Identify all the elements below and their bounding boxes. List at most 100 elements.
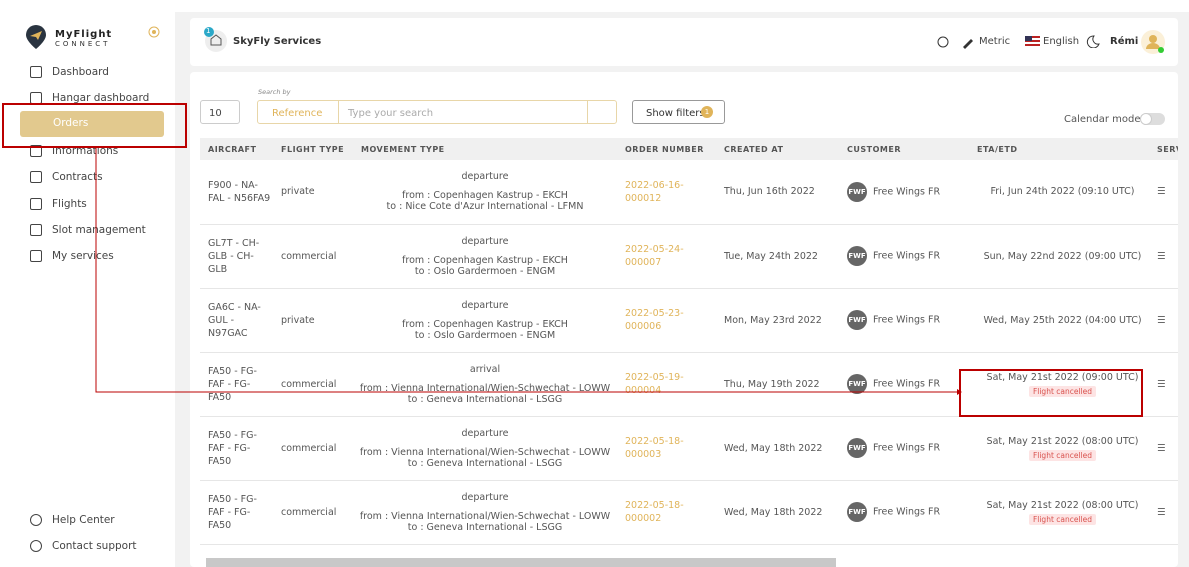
services-icon[interactable]: ☰ (1149, 288, 1178, 353)
notif-badge: 1 (206, 27, 211, 35)
nav-label: Help Center (52, 514, 115, 526)
column-header[interactable]: CUSTOMER (839, 138, 969, 160)
nav-label: Contracts (52, 171, 103, 184)
services-icon[interactable]: ☰ (1149, 480, 1178, 545)
nav-item[interactable]: Dashboard (30, 64, 165, 84)
services-icon[interactable]: ☰ (1149, 224, 1178, 289)
movement: departure from : Copenhagen Kastrup - EKC… (353, 224, 617, 289)
language[interactable]: English (1043, 36, 1080, 47)
customer: FWF Free Wings FR (839, 416, 969, 481)
eta: Sat, May 21st 2022 (08:00 UTC) Flight can… (969, 480, 1149, 545)
movement-to: to : Nice Cote d'Azur International - LF… (386, 201, 584, 213)
movement-to: to : Geneva International - LSGG (407, 521, 563, 533)
filters-label: Show filters (646, 108, 705, 119)
movement-type: departure (461, 171, 509, 183)
page-size-value: 10 (209, 108, 222, 119)
eta-date: Wed, May 25th 2022 (04:00 UTC) (983, 314, 1142, 326)
nav-item[interactable]: My services (30, 248, 165, 268)
movement: departure from : Copenhagen Kastrup - EKC… (353, 288, 617, 353)
movement-to: to : Geneva International - LSGG (407, 393, 563, 405)
column-header[interactable]: ORDER NUMBER (617, 138, 716, 160)
header-icons[interactable] (937, 35, 977, 49)
nav-item[interactable]: Flights (30, 196, 165, 216)
brand: MyFlight CONNECT (25, 24, 111, 53)
movement: arrival from : Vienna International/Wien-… (353, 352, 617, 417)
customer-logo: FWF (847, 181, 867, 202)
customer-logo: FWF (847, 502, 867, 522)
order-row[interactable]: FA50 - FG-FAF - FG-FA50 commercial departu… (200, 480, 1178, 545)
nav-label: Slot management (52, 223, 146, 236)
column-header[interactable]: AIRCRAFT (200, 138, 273, 160)
movement-to: to : Oslo Gardermoen - ENGM (414, 265, 556, 277)
customer-name: Free Wings FR (873, 314, 941, 326)
order-row[interactable]: FA50 - FG-FAF - FG-FA50 commercial arrival… (200, 352, 1178, 417)
services-icon[interactable]: ☰ (1149, 352, 1178, 417)
column-header[interactable]: MOVEMENT TYPE (353, 138, 617, 160)
nav-item[interactable]: Slot management (30, 222, 165, 242)
aircraft: FA50 - FG-FAF - FG-FA50 (200, 416, 273, 481)
customer-logo: FWF (847, 438, 867, 458)
orders-table: AIRCRAFT FLIGHT TYPE MOVEMENT TYPE ORDER NU… (200, 138, 1178, 545)
customer-name: Free Wings FR (873, 506, 941, 518)
created-at: Tue, May 24th 2022 (716, 224, 839, 289)
page-size[interactable]: 10 (200, 100, 240, 124)
column-header[interactable]: FLIGHT TYPE (273, 138, 353, 160)
toggle[interactable] (148, 26, 160, 38)
main: 1 SkyFly Services Metric English Rémi 10… (175, 12, 1189, 567)
movement: departure from : Vienna International/Wie… (353, 480, 617, 545)
movement-type: departure (461, 427, 509, 439)
home-icon[interactable] (202, 26, 228, 52)
nav-label: My services (52, 250, 114, 263)
eta: Sat, May 21st 2022 (09:00 UTC) Flight can… (969, 352, 1149, 417)
units[interactable]: Metric (979, 36, 1011, 47)
movement-type: departure (461, 235, 509, 247)
order-number: 2022-05-18-000003 (617, 416, 716, 481)
order-row[interactable]: GA6C - NA-GUL - N97GAC private departure fr… (200, 288, 1178, 353)
nav-icon (30, 514, 42, 526)
customer: FWF Free Wings FR (839, 480, 969, 545)
filters-button[interactable]: Show filters 1 (632, 100, 725, 124)
nav-item[interactable]: Help Center (30, 512, 165, 532)
services-icon[interactable]: ☰ (1149, 416, 1178, 481)
nav-item[interactable]: Contact support (30, 538, 165, 558)
eta-date: Sun, May 22nd 2022 (09:00 UTC) (983, 250, 1142, 262)
order-number: 2022-05-24-000007 (617, 224, 716, 289)
theme-icon[interactable] (1086, 34, 1100, 48)
customer-logo: FWF (847, 374, 867, 394)
customer: FWF Free Wings FR (839, 160, 969, 225)
customer-name: Free Wings FR (873, 250, 941, 262)
sidebar: MyFlight CONNECT Dashboard Hangar dashboa… (0, 0, 175, 567)
search-field[interactable]: Reference (272, 108, 323, 119)
calendar-toggle[interactable] (1140, 113, 1165, 125)
column-header[interactable]: SERVI (1149, 138, 1178, 160)
order-number: 2022-05-18-000002 (617, 480, 716, 545)
column-header[interactable]: ETA/ETD (969, 138, 1149, 160)
order-row[interactable]: FA50 - FG-FAF - FG-FA50 commercial departu… (200, 416, 1178, 481)
avatar[interactable] (1140, 29, 1166, 55)
nav-icon (30, 223, 42, 236)
movement-type: departure (461, 491, 509, 503)
nav-item[interactable]: Orders (20, 111, 164, 137)
flight-type: commercial (273, 416, 353, 481)
user-name[interactable]: Rémi (1110, 36, 1139, 47)
search-box[interactable]: Reference Type your search (257, 100, 617, 124)
scrollbar[interactable] (206, 558, 836, 567)
services-icon[interactable]: ☰ (1149, 160, 1178, 225)
nav-icon (30, 250, 42, 263)
order-row[interactable]: GL7T - CH-GLB - CH-GLB commercial departur… (200, 224, 1178, 289)
column-header[interactable]: CREATED AT (716, 138, 839, 160)
customer-name: Free Wings FR (873, 442, 941, 454)
nav-icon (30, 171, 42, 184)
movement-to: to : Oslo Gardermoen - ENGM (414, 329, 556, 341)
order-row[interactable]: F900 - NA-FAL - N56FA9 private departure fr… (200, 160, 1178, 225)
search-input[interactable]: Type your search (348, 108, 434, 119)
eta-date: Sat, May 21st 2022 (09:00 UTC) (986, 371, 1139, 383)
search-label: Search by (258, 88, 291, 96)
aircraft: FA50 - FG-FAF - FG-FA50 (200, 352, 273, 417)
nav-item[interactable]: Contracts (30, 169, 165, 189)
eta: Sun, May 22nd 2022 (09:00 UTC) (969, 224, 1149, 289)
created-at: Wed, May 18th 2022 (716, 416, 839, 481)
eta: Wed, May 25th 2022 (04:00 UTC) (969, 288, 1149, 353)
movement: departure from : Vienna International/Wie… (353, 416, 617, 481)
